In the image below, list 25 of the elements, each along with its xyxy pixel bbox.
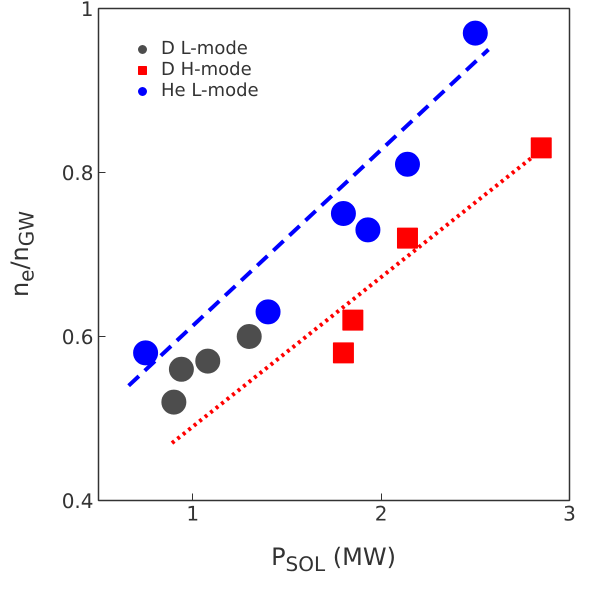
- point: [396, 228, 418, 249]
- y-tick-label: 0.6: [62, 325, 94, 349]
- point: [462, 20, 488, 46]
- legend-label: D L-mode: [161, 38, 248, 59]
- point: [530, 137, 552, 158]
- point: [355, 217, 380, 242]
- point: [330, 201, 356, 226]
- point: [195, 348, 220, 374]
- point: [394, 152, 420, 177]
- point: [256, 299, 281, 324]
- x-tick-label: 1: [186, 502, 200, 526]
- legend-label: D H-mode: [161, 59, 252, 80]
- y-tick-label: 1: [80, 0, 94, 21]
- point: [161, 390, 186, 415]
- legend-label: He L-mode: [161, 80, 259, 101]
- x-tick-label: 2: [374, 502, 388, 526]
- x-axis-title: P$_{SOL}$ (MW): [270, 542, 397, 578]
- point: [342, 310, 364, 331]
- point: [332, 342, 354, 364]
- x-tick-label: 3: [563, 502, 576, 526]
- point: [133, 340, 158, 366]
- y-tick-label: 0.8: [62, 161, 94, 185]
- point: [168, 356, 194, 382]
- point: [236, 324, 262, 349]
- y-tick-label: 0.4: [62, 489, 94, 513]
